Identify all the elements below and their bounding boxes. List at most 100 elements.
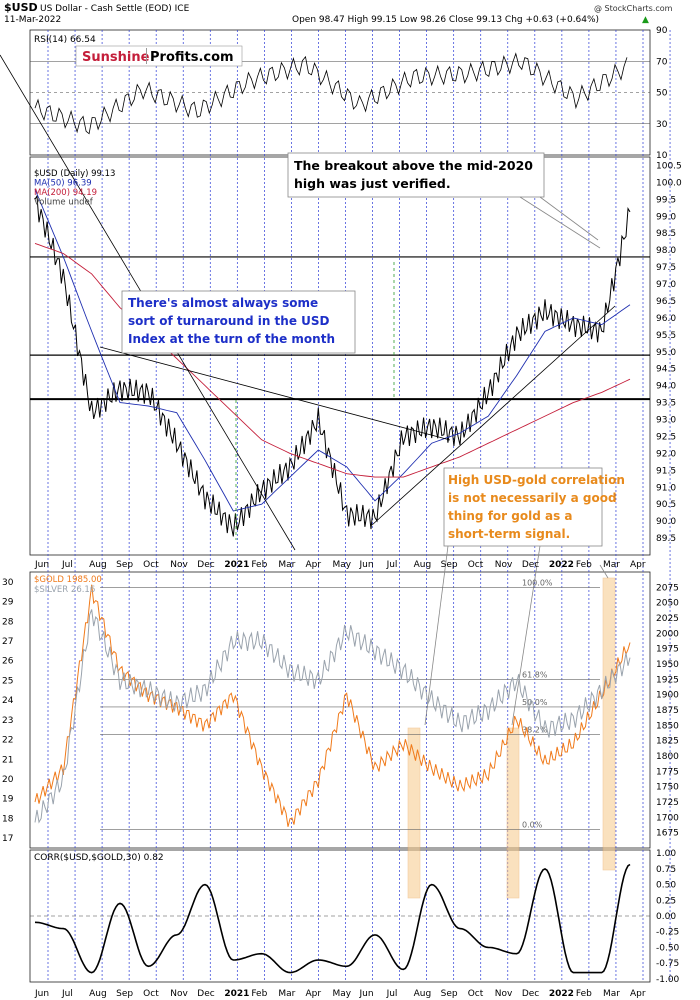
breakout-callout-box <box>287 152 545 198</box>
x-axis-label-top: Dec <box>522 560 539 570</box>
usd-series-usd <box>34 194 631 537</box>
x-axis-label-bottom: Sep <box>116 989 133 999</box>
usd-legend-item: $USD (Daily) 99.13 <box>34 169 115 179</box>
corr-tick-label: -0.25 <box>656 928 679 938</box>
silver-tick-label: 21 <box>2 755 13 765</box>
rsi-tick-label: 70 <box>656 57 668 67</box>
brand-part1: Sunshine <box>82 50 150 65</box>
silver-tick-label: 19 <box>2 795 14 805</box>
corr-tick-label: 0.25 <box>656 896 676 906</box>
correlation-highlight-box <box>602 577 616 871</box>
silver-line <box>34 609 631 824</box>
x-axis-label-top: Mar <box>278 560 295 570</box>
brand-divider <box>146 48 147 64</box>
x-axis-label-bottom: Jun <box>34 989 49 999</box>
correlation-callout-pointer <box>599 564 609 579</box>
x-axis-label-top: Aug <box>414 560 432 570</box>
turnaround-callout-box <box>121 290 356 354</box>
correlation-highlight-box <box>407 727 421 899</box>
silver-tick-label: 18 <box>2 814 14 824</box>
header-name: US Dollar - Cash Settle (EOD) ICE <box>40 4 190 14</box>
rsi-tick-label: 10 <box>656 151 668 161</box>
gold-tick-label: 2075 <box>656 583 679 593</box>
gold-tick-label: 1700 <box>656 813 679 823</box>
turnaround-callout-text: Index at the turn of the month <box>128 332 335 346</box>
usd-tick-label: 95.5 <box>656 331 676 341</box>
silver-tick-label: 28 <box>2 617 14 627</box>
usd-tick-label: 93.5 <box>656 399 676 409</box>
correlation-highlight-box <box>506 727 520 899</box>
trendline-up <box>371 305 616 526</box>
silver-tick-label: 20 <box>2 775 14 785</box>
breakout-callout-text: The breakout above the mid-2020 <box>294 158 533 173</box>
x-axis-label-bottom: Oct <box>143 989 159 999</box>
fib-level-label: 38.2% <box>522 726 548 735</box>
x-axis-label-bottom: Apr <box>630 989 646 999</box>
panel-frame-gold <box>29 571 651 849</box>
x-axis-label-top: Oct <box>143 560 159 570</box>
gold-tick-label: 2050 <box>656 599 679 609</box>
gold-tick-label: 1675 <box>656 829 679 839</box>
correlation-callout-pointer <box>424 545 449 726</box>
x-axis-label-bottom: Jun <box>359 989 374 999</box>
corr-tick-label: 0.00 <box>656 912 676 922</box>
x-axis-label-top: Jul <box>386 560 398 570</box>
usd-tick-label: 98.0 <box>656 246 676 256</box>
breakout-callout-pointer <box>539 196 599 241</box>
breakout-callout-pointer <box>519 196 601 249</box>
x-axis-label-bottom: Aug <box>89 989 107 999</box>
header-symbol: $USD <box>4 1 38 14</box>
x-axis-label-top: Jun <box>359 560 374 570</box>
usd-tick-label: 97.0 <box>656 280 676 290</box>
corr-tick-label: -0.75 <box>656 959 679 969</box>
rsi-tick-label: 50 <box>656 89 668 99</box>
corr-tick-label: 0.75 <box>656 865 676 875</box>
silver-tick-label: 29 <box>2 598 14 608</box>
x-axis-label-bottom: Oct <box>468 989 484 999</box>
x-axis-label-bottom: 2022 <box>549 989 574 999</box>
corr-title: CORR($USD,$GOLD,30) 0.82 <box>34 853 164 863</box>
correlation-callout-text: short-term signal. <box>448 527 570 541</box>
correlation-callout-box <box>443 467 603 547</box>
usd-tick-label: 100.5 <box>656 161 682 171</box>
corr-tick-label: -1.00 <box>656 975 680 985</box>
rsi-title: RSI(14) 66.54 <box>34 35 96 45</box>
usd-tick-label: 95.0 <box>656 348 676 358</box>
rsi-line <box>34 52 628 135</box>
x-axis-label-bottom: Mar <box>603 989 620 999</box>
gold-tick-label: 1800 <box>656 752 679 762</box>
x-axis-label-top: Feb <box>251 560 267 570</box>
fib-level-label: 100.0% <box>522 578 553 587</box>
gold-tick-label: 2025 <box>656 614 679 624</box>
usd-tick-label: 96.0 <box>656 314 676 324</box>
silver-tick-label: 23 <box>2 716 13 726</box>
silver-legend: $SILVER 26.16 <box>34 585 95 595</box>
gold-tick-label: 1775 <box>656 767 679 777</box>
x-axis-label-bottom: Nov <box>495 989 513 999</box>
x-axis-label-bottom: Feb <box>576 989 592 999</box>
x-axis-label-bottom: Apr <box>305 989 321 999</box>
x-axis-label-bottom: Mar <box>278 989 295 999</box>
x-axis-label-bottom: Aug <box>414 989 432 999</box>
usd-tick-label: 89.5 <box>656 534 676 544</box>
gold-tick-label: 1950 <box>656 660 679 670</box>
turnaround-callout-text: There's almost always some <box>128 296 318 310</box>
usd-tick-label: 98.5 <box>656 229 676 239</box>
x-axis-label-top: Jun <box>34 560 49 570</box>
usd-tick-label: 91.5 <box>656 466 676 476</box>
usd-tick-label: 92.5 <box>656 432 676 442</box>
correlation-callout-text: is not necessarily a good <box>448 491 617 505</box>
silver-tick-label: 24 <box>2 696 14 706</box>
gold-tick-label: 1975 <box>656 645 679 655</box>
gold-tick-label: 1900 <box>656 691 679 701</box>
x-axis-label-top: Dec <box>197 560 214 570</box>
fib-level-label: 50.0% <box>522 698 548 707</box>
gold-legend: $GOLD 1985.00 <box>34 575 102 585</box>
x-axis-label-bottom: Sep <box>441 989 458 999</box>
x-axis-label-top: Feb <box>576 560 592 570</box>
usd-series-ma50 <box>34 189 631 512</box>
usd-tick-label: 90.0 <box>656 517 676 527</box>
x-axis-label-top: Sep <box>441 560 458 570</box>
header-credit: @ StockCharts.com <box>594 4 673 13</box>
